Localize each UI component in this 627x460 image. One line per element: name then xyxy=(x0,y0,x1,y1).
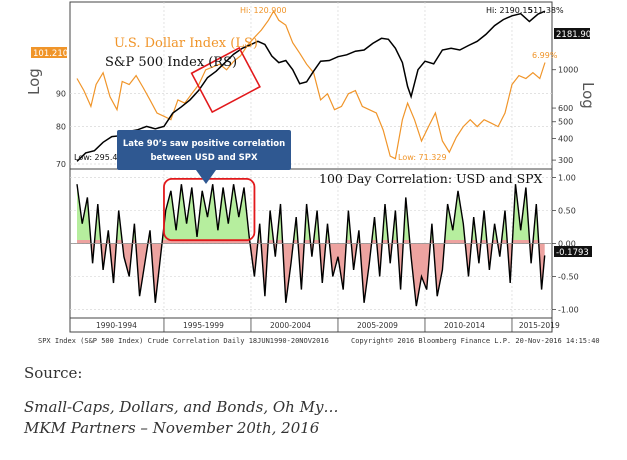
spx-last-value: 2181.90 xyxy=(556,30,591,40)
left-tick-label: 90 xyxy=(56,90,66,99)
right-axis-ticks: 300 400 500 600 1000 xyxy=(552,66,578,165)
correlation-last-tag xyxy=(554,246,592,257)
left-tick-label: 70 xyxy=(56,160,66,169)
callout-line-1: Late 90’s saw positive correlation xyxy=(123,139,285,149)
spx-low-label: Low: 295.4 xyxy=(74,153,117,162)
callout-line-2: between USD and SPX xyxy=(150,153,258,163)
citation-publisher: MKM Partners – November 20th, 2016 xyxy=(24,419,320,437)
correlation-negative-area xyxy=(77,240,545,307)
left-axis-ticks: 70 80 90 xyxy=(56,90,66,169)
pct-right-label: 6.99% xyxy=(532,51,558,60)
chart-figure: 70 80 90 300 400 500 600 1000 1.00 0.50 0.00 -0.5… xyxy=(14,0,612,352)
right-tick-label: 400 xyxy=(558,134,573,143)
correlation-tick-label: -1.00 xyxy=(558,305,579,314)
spx-last-tag xyxy=(554,28,590,39)
right-axis-label: Log xyxy=(579,82,597,109)
x-tick-label: 2005-2009 xyxy=(357,321,398,330)
top-gridlines xyxy=(70,2,552,318)
x-axis-ticks: 1990-1994 1995-1999 2000-2004 2005-2009 2010… xyxy=(96,318,560,332)
footer-left: SPX Index (S&P 500 Index) Crude Correlat… xyxy=(38,337,329,345)
correlation-tick-label: -0.50 xyxy=(558,272,579,281)
correlation-tick-label: 1.00 xyxy=(558,174,576,183)
usd-high-label: Hi: 120.900 xyxy=(240,6,287,15)
correlation-title: 100 Day Correlation: USD and SPX xyxy=(319,171,543,186)
spx-series-line xyxy=(76,10,546,162)
callout-arrow xyxy=(196,170,216,184)
callout: Late 90’s saw positive correlation betwe… xyxy=(117,130,291,184)
x-tick-label: 1990-1994 xyxy=(96,321,137,330)
usd-last-tag xyxy=(31,47,67,58)
right-tick-label: 500 xyxy=(558,118,573,127)
legend-usd: U.S. Dollar Index (LS) xyxy=(114,36,258,51)
legend-spx: S&P 500 Index (RS) xyxy=(105,55,237,70)
x-tick-label: 2000-2004 xyxy=(270,321,311,330)
right-tick-label: 300 xyxy=(558,156,573,165)
x-axis-band xyxy=(69,317,553,333)
source-label: Source: xyxy=(24,364,83,382)
spx-high-label: Hi: 2190.15 xyxy=(486,6,533,15)
chart-svg: 70 80 90 300 400 500 600 1000 1.00 0.50 0.00 -0.5… xyxy=(25,1,600,345)
x-tick-label: 2015-2019 xyxy=(519,321,560,330)
right-tick-label: 600 xyxy=(558,104,573,113)
usd-low-label: Low: 71.329 xyxy=(398,153,447,162)
usd-index-series-line xyxy=(76,9,546,160)
footer-right: Copyright© 2016 Bloomberg Finance L.P. 2… xyxy=(351,337,600,345)
x-tick-label: 1995-1999 xyxy=(183,321,224,330)
top-highlight-box xyxy=(190,46,261,114)
correlation-tick-label: 0.00 xyxy=(558,240,576,249)
x-tick-label: 2010-2014 xyxy=(444,321,485,330)
correlation-last-value: -0.1793 xyxy=(556,248,589,258)
left-axis-label: Log xyxy=(25,68,43,95)
correlation-axis-ticks: 1.00 0.50 0.00 -0.50 -1.00 xyxy=(552,174,579,314)
citation-title: Small-Caps, Dollars, and Bonds, Oh My… xyxy=(24,398,339,416)
left-tick-label: 80 xyxy=(56,123,66,132)
right-tick-label: 1000 xyxy=(558,66,578,75)
usd-last-value: 101.210 xyxy=(33,49,68,59)
correlation-series-line xyxy=(76,184,546,307)
correlation-tick-label: 0.50 xyxy=(558,207,576,216)
callout-box xyxy=(117,130,291,170)
spx-high-extra-label: 511.38% xyxy=(528,6,564,15)
caption: Source: Small-Caps, Dollars, and Bonds, … xyxy=(24,364,338,440)
